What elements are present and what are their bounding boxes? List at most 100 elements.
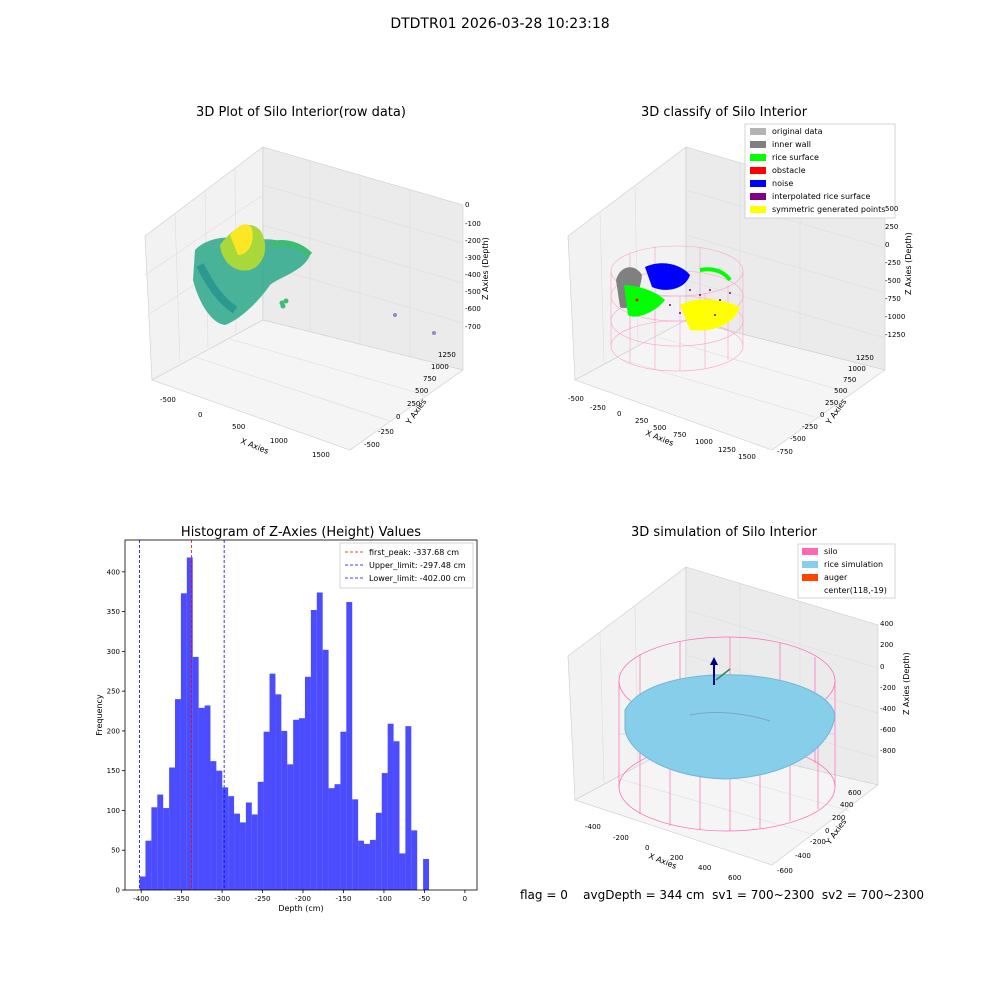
rice-surface xyxy=(624,674,836,780)
histogram-bar xyxy=(423,858,430,890)
histogram-bar xyxy=(228,796,235,890)
histogram-bar xyxy=(245,802,252,890)
histogram-title: Histogram of Z-Axies (Height) Values xyxy=(181,525,421,540)
status-footer: flag = 0 avgDepth = 344 cm sv1 = 700~230… xyxy=(520,888,924,902)
tick-label: 400 xyxy=(840,801,853,809)
histogram-y-ticks: 0 50 100 150 200 250 300 350 400 xyxy=(107,568,125,895)
tick-label: 500 xyxy=(834,387,847,395)
legend-swatch xyxy=(750,141,766,148)
classify-legend: original data inner wall rice surface ob… xyxy=(744,123,896,219)
histogram-bar xyxy=(234,813,240,890)
histogram-bar xyxy=(145,840,152,890)
histogram-bar xyxy=(316,592,323,890)
legend-label: silo xyxy=(824,547,838,556)
legend-label: inner wall xyxy=(772,140,811,149)
histogram-x-label: Depth (cm) xyxy=(278,904,323,913)
histogram-bar xyxy=(293,719,300,890)
simulation-3d-plot: 3D simulation of Silo Interior xyxy=(567,525,911,882)
tick-label: -300 xyxy=(465,254,481,262)
raw-data-3d-plot: 3D Plot of Silo Interior(row data) -500 … xyxy=(144,105,490,459)
tick-label: -750 xyxy=(777,448,793,456)
legend-swatch xyxy=(750,154,766,161)
tick-label: 0 xyxy=(465,201,469,209)
tick-label: 0 xyxy=(885,241,889,249)
tick-label: 1500 xyxy=(312,451,330,459)
tick-label: 0 xyxy=(617,410,621,418)
simulation-z-label: Z Axies (Depth) xyxy=(902,652,911,715)
histogram-bar xyxy=(387,723,394,890)
histogram-bar xyxy=(405,726,412,890)
tick-label: -500 xyxy=(465,288,481,296)
tick-label: 200 xyxy=(670,854,683,862)
tick-label: 400 xyxy=(698,864,711,872)
histogram-bar xyxy=(275,694,282,890)
tick-label: 1250 xyxy=(718,446,736,454)
classified-3d-plot: 3D classify of Silo Interior xyxy=(567,105,913,461)
tick-label: -500 xyxy=(364,441,380,449)
y-tick-label: 400 xyxy=(107,568,120,576)
tick-label: 250 xyxy=(407,400,420,408)
classify-plot-title: 3D classify of Silo Interior xyxy=(641,105,808,120)
tick-label: -200 xyxy=(880,684,896,692)
legend-swatch xyxy=(802,548,818,555)
raw-z-ticks: 0 -100 -200 -300 -400 -500 -600 -700 xyxy=(465,201,481,331)
histogram-legend: first_peak: -337.68 cm Upper_limit: -297.… xyxy=(339,542,474,589)
x-tick-label: -350 xyxy=(174,895,190,903)
tick-label: -500 xyxy=(790,435,806,443)
histogram-bar xyxy=(198,707,205,890)
tick-label: -200 xyxy=(613,834,629,842)
histogram-bar xyxy=(186,557,193,890)
tick-label: 500 xyxy=(885,205,898,213)
raw-plot-title: 3D Plot of Silo Interior(row data) xyxy=(196,105,406,120)
tick-label: 500 xyxy=(415,387,428,395)
x-tick-label: -200 xyxy=(295,895,311,903)
raw-y-ticks: -500 -250 0 250 500 750 1000 1250 xyxy=(364,351,456,449)
auger xyxy=(710,657,731,685)
tick-label: 0 xyxy=(645,844,649,852)
raw-plot-panes xyxy=(144,146,464,451)
legend-label: noise xyxy=(772,179,793,188)
legend-label: original data xyxy=(772,127,823,136)
histogram-bar xyxy=(222,787,229,890)
tick-label: 0 xyxy=(396,413,400,421)
y-tick-label: 150 xyxy=(107,767,120,775)
tick-label: 250 xyxy=(885,223,898,231)
tick-label: -100 xyxy=(465,220,481,228)
histogram-x-ticks: -400 -350 -300 -250 -200 -150 -100 -50 0 xyxy=(133,890,467,903)
y-tick-label: 350 xyxy=(107,608,120,616)
classify-x-ticks: -500 -250 0 250 500 750 1000 1250 1500 xyxy=(568,395,756,461)
histogram-bar xyxy=(369,839,376,890)
legend-swatch xyxy=(750,193,766,200)
avg-depth-status: avgDepth = 344 cm xyxy=(583,888,705,902)
legend-swatch xyxy=(750,180,766,187)
legend-label: auger xyxy=(824,573,848,582)
histogram-bar xyxy=(352,799,359,890)
tick-label: -1000 xyxy=(885,313,905,321)
tick-label: -600 xyxy=(880,726,896,734)
histogram-bar xyxy=(192,656,199,890)
legend-swatch xyxy=(802,561,818,568)
tick-label: 1250 xyxy=(438,351,456,359)
histogram-y-label: Frequency xyxy=(95,694,104,736)
tick-label: -250 xyxy=(802,423,818,431)
y-tick-label: 50 xyxy=(111,847,120,855)
classify-z-ticks: 500 250 0 -250 -500 -750 -1000 -1250 xyxy=(885,205,905,339)
histogram-bar xyxy=(346,602,353,890)
histogram-bar xyxy=(239,822,246,890)
raw-x-ticks: -500 0 500 1000 1500 xyxy=(160,396,330,459)
histogram-bar xyxy=(151,807,158,890)
x-tick-label: -300 xyxy=(214,895,230,903)
histogram-bar xyxy=(399,853,406,890)
histogram-bar xyxy=(175,699,181,890)
tick-label: -400 xyxy=(880,705,896,713)
classify-z-label: Z Axies (Depth) xyxy=(904,232,913,295)
legend-label: symmetric generated points xyxy=(772,205,885,214)
legend-swatch xyxy=(802,574,818,581)
tick-label: -400 xyxy=(465,271,481,279)
legend-label: obstacle xyxy=(772,166,806,175)
figure-title: DTDTR01 2026-03-28 10:23:18 xyxy=(390,16,610,32)
histogram-bar xyxy=(411,830,418,890)
x-tick-label: 0 xyxy=(463,895,467,903)
tick-label: -600 xyxy=(777,867,793,875)
histogram-bar xyxy=(375,812,382,890)
